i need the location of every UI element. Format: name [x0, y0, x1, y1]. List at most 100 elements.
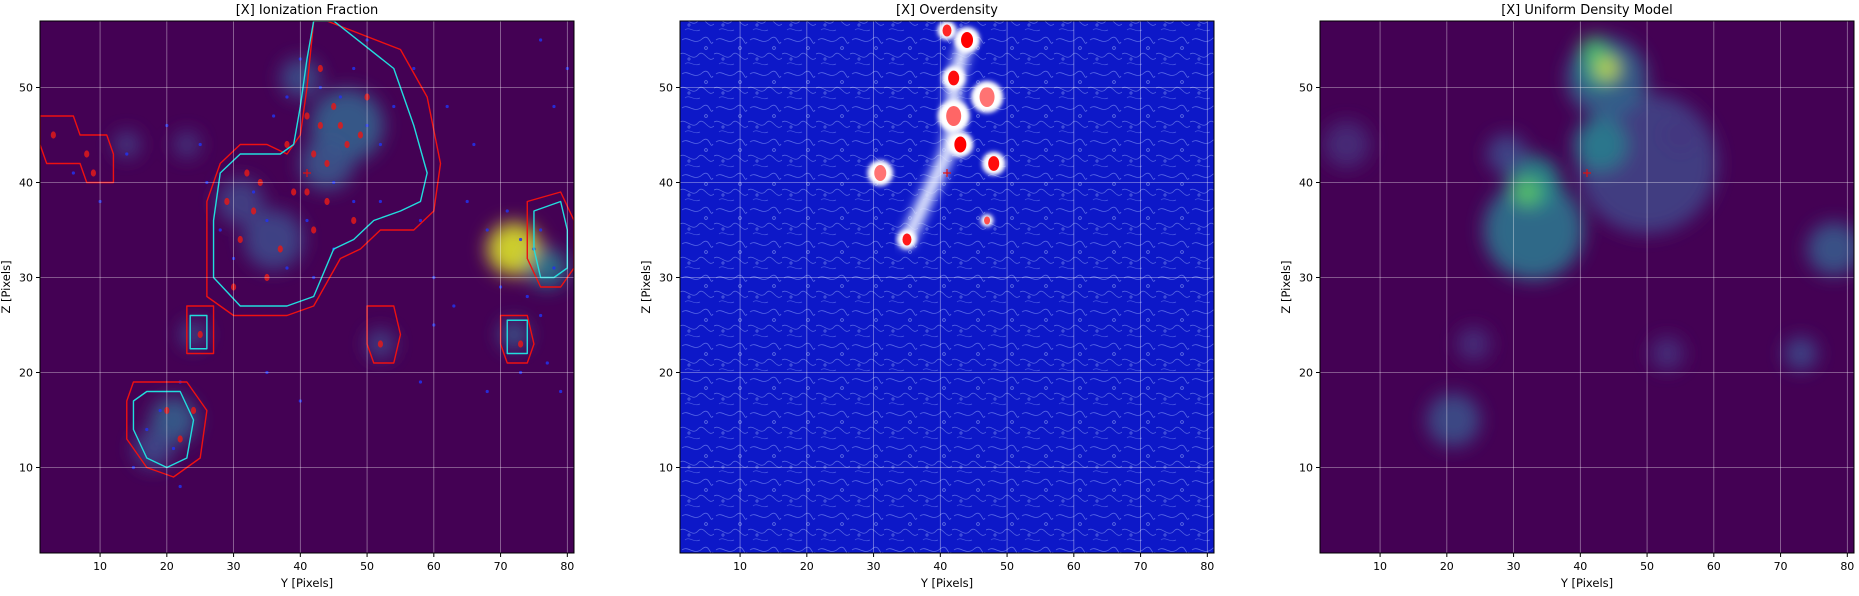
peak-core	[988, 156, 1000, 171]
blue-point	[312, 275, 316, 280]
grid	[680, 21, 1214, 553]
blue-point	[545, 361, 549, 365]
contour-outer	[186, 305, 215, 355]
y-tick-label: 10	[659, 462, 673, 475]
x-tick-label: 10	[1373, 560, 1387, 573]
blue-point	[505, 209, 509, 213]
blue-point	[131, 465, 136, 470]
red-point	[50, 131, 56, 139]
plot-area	[680, 21, 1214, 553]
x-tick-label: 60	[427, 560, 441, 573]
red-point	[357, 131, 363, 139]
y-tick-label: 30	[1299, 272, 1313, 285]
axes-frame	[39, 20, 575, 554]
blue-point	[171, 446, 176, 451]
x-tick-label: 20	[800, 560, 814, 573]
x-tick-label: 60	[1707, 560, 1721, 573]
blue-point	[525, 294, 529, 299]
y-axis-label: Z [Pixels]	[0, 260, 13, 313]
axes-frame	[679, 20, 1215, 554]
overdensity-peaks	[867, 21, 1006, 250]
blue-point	[205, 180, 209, 185]
y-tick-label: 50	[19, 82, 33, 95]
red-point	[257, 178, 263, 187]
plot-area	[40, 21, 574, 553]
blue-point	[552, 266, 556, 270]
blue-point	[285, 266, 289, 270]
blue-point	[539, 38, 543, 42]
density-blob	[499, 319, 529, 350]
blue-point	[378, 199, 383, 204]
red-point	[237, 235, 243, 244]
y-tick-label: 30	[19, 272, 33, 285]
contour-outer	[206, 21, 442, 317]
density-field	[1323, 36, 1854, 447]
density-blob	[1783, 336, 1818, 371]
density-blob	[133, 428, 174, 469]
y-axis-label: Z [Pixels]	[639, 260, 653, 313]
density-blob	[180, 321, 207, 348]
peak-core	[874, 164, 887, 182]
x-tick-label: 80	[1840, 560, 1854, 573]
blue-point	[472, 142, 476, 147]
y-tick-label: 40	[1299, 177, 1313, 190]
x-axis-label: Y [Pixels]	[1560, 576, 1613, 590]
blue-point	[352, 66, 356, 71]
axes-frame	[1319, 20, 1855, 554]
density-blob	[280, 57, 321, 99]
blue-point	[485, 389, 489, 394]
chart-title: [X] Ionization Fraction	[236, 3, 379, 18]
red-point	[277, 245, 283, 253]
y-tick-label: 40	[19, 177, 33, 190]
peak-core	[979, 86, 995, 108]
red-point	[224, 197, 230, 206]
blue-point	[305, 218, 309, 223]
blue-point	[298, 57, 302, 61]
contour-inner	[189, 314, 208, 350]
blue-point	[445, 104, 449, 109]
x-tick-label: 70	[1134, 560, 1148, 573]
y-tick-label: 10	[19, 462, 33, 475]
density-blob	[1513, 178, 1541, 206]
blue-point	[365, 38, 369, 42]
red-point	[291, 188, 297, 196]
red-point	[317, 121, 323, 130]
blue-point	[539, 228, 543, 232]
red-point	[518, 340, 524, 348]
x-tick-label: 40	[933, 560, 947, 573]
red-point	[364, 93, 370, 101]
panel-overdensity: 10 20 30 40 50 60 70 80 10 20 30 40 50 [X] Overdensit…	[639, 3, 1215, 590]
blue-point	[298, 399, 302, 403]
density-blob	[1456, 327, 1491, 361]
contour-outer	[526, 191, 574, 288]
blue-point	[265, 370, 269, 375]
x-tick-label: 70	[494, 560, 508, 573]
center-marker	[1583, 169, 1591, 177]
blue-point	[565, 66, 569, 71]
blue-point	[125, 152, 129, 156]
blue-point	[231, 256, 236, 261]
density-blob	[1323, 121, 1371, 168]
peak-core	[948, 70, 960, 86]
blue-point	[252, 190, 256, 194]
contour-outer	[366, 305, 402, 364]
center-marker	[303, 169, 311, 177]
x-tick-label: 30	[227, 560, 241, 573]
red-point	[84, 150, 90, 158]
blue-point	[365, 123, 369, 128]
y-tick-label: 10	[1299, 462, 1313, 475]
red-point	[331, 102, 337, 111]
red-point	[311, 226, 317, 234]
density-blob	[243, 209, 304, 270]
blue-point	[559, 389, 563, 394]
blue-point	[412, 66, 416, 71]
red-point	[197, 330, 203, 339]
red-point	[244, 169, 250, 177]
chart-title: [X] Overdensity	[896, 3, 998, 18]
blue-point	[485, 228, 489, 232]
peak-core	[942, 24, 952, 37]
peak-core	[902, 233, 912, 246]
blue-point	[285, 95, 289, 99]
y-tick-label: 20	[1299, 367, 1313, 380]
density-blob	[1486, 133, 1527, 175]
